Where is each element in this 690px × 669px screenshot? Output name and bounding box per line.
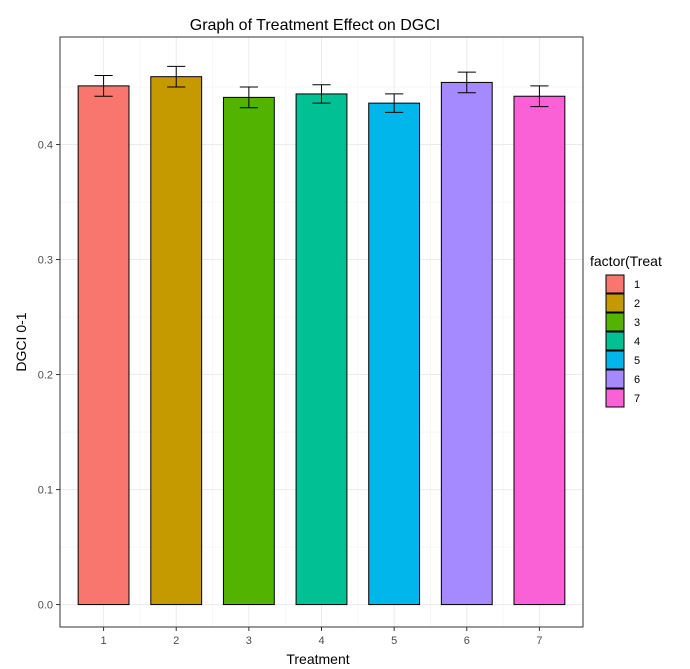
- error-bar-7: [530, 85, 549, 108]
- y-axis-label: DGCI 0-1: [13, 312, 29, 371]
- legend-label: 6: [634, 374, 640, 386]
- x-tick-label: 7: [536, 635, 542, 647]
- y-tick-label: 0.4: [38, 140, 53, 152]
- y-tick-label: 0.0: [38, 600, 53, 612]
- bar-5: [368, 102, 421, 606]
- legend-label: 7: [634, 393, 640, 405]
- legend-label: 3: [634, 317, 640, 329]
- error-bar-1: [94, 75, 113, 97]
- error-bar-5: [385, 93, 404, 113]
- error-bar-6: [457, 71, 476, 94]
- legend-key-2: [605, 293, 625, 313]
- legend-key-7: [605, 388, 625, 408]
- bar-6: [440, 81, 493, 606]
- bar-4: [295, 93, 348, 606]
- legend-key-5: [605, 350, 625, 370]
- x-tick-label: 3: [246, 635, 252, 647]
- legend-label: 1: [634, 279, 640, 291]
- y-tick-label: 0.2: [38, 370, 53, 382]
- error-bar-3: [239, 86, 258, 109]
- legend-key-4: [605, 331, 625, 351]
- x-tick-label: 4: [318, 635, 324, 647]
- plot-panel: 0.0 0.1 0.2 0.3 0.4 1 2 3 4 5 6 7: [38, 36, 584, 647]
- bar-2: [150, 76, 203, 606]
- legend-key-3: [605, 312, 625, 332]
- error-bar-4: [312, 84, 331, 104]
- x-tick-label: 1: [101, 635, 107, 647]
- legend-title: factor(Treat: [590, 253, 662, 269]
- legend-label: 5: [634, 355, 640, 367]
- legend-label: 2: [634, 298, 640, 310]
- x-axis-label: Treatment: [286, 651, 349, 664]
- chart-title: Graph of Treatment Effect on DGCI: [190, 17, 440, 34]
- bar-1: [77, 85, 130, 606]
- y-tick-label: 0.3: [38, 255, 53, 267]
- legend: factor(Treat 1 2 3 4 5 6 7: [590, 253, 662, 408]
- y-tick-label: 0.1: [38, 485, 53, 497]
- legend-key-1: [605, 274, 625, 294]
- x-tick-label: 2: [173, 635, 179, 647]
- legend-key-6: [605, 369, 625, 389]
- bar-3: [222, 96, 275, 606]
- error-bar-2: [167, 65, 186, 88]
- x-tick-label: 5: [391, 635, 397, 647]
- legend-label: 4: [634, 336, 640, 348]
- bar-7: [513, 95, 566, 606]
- x-tick-label: 6: [464, 635, 470, 647]
